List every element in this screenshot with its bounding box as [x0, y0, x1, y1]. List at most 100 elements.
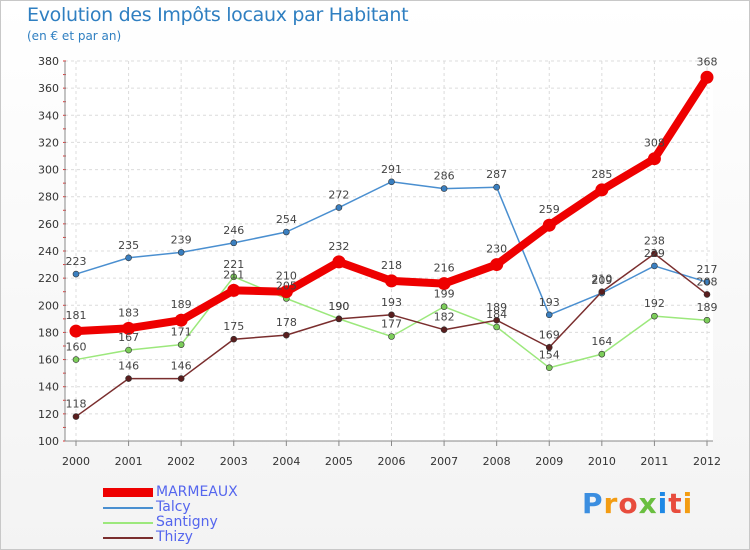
- point-thizy: [283, 331, 290, 339]
- proxiti-logo: Proxiti: [582, 487, 693, 520]
- data-label-talcy: 286: [434, 170, 455, 183]
- point-thizy: [598, 288, 606, 296]
- point-marmeaux: [69, 324, 83, 338]
- y-tick-label: 120: [38, 408, 59, 421]
- point-santigny: [72, 356, 80, 363]
- y-tick-label: 140: [38, 381, 59, 394]
- data-label-santigny: 177: [381, 318, 402, 331]
- data-label-talcy: 217: [697, 263, 718, 276]
- point-talcy: [545, 311, 553, 319]
- point-thizy: [651, 250, 658, 258]
- point-talcy: [283, 228, 290, 236]
- data-label-thizy: 146: [118, 360, 139, 373]
- point-marmeaux: [437, 277, 451, 291]
- point-marmeaux: [174, 313, 188, 327]
- x-tick-label: 2008: [483, 455, 511, 468]
- legend-label-santigny: Santigny: [156, 514, 218, 530]
- y-tick-label: 220: [38, 272, 59, 285]
- point-thizy: [230, 335, 238, 343]
- data-label-marmeaux: 308: [644, 137, 665, 150]
- data-labels: 223 235 239 246 254 272 291 286 287 193 209 229 217 1…: [66, 55, 718, 410]
- point-marmeaux: [647, 152, 661, 166]
- data-label-santigny: 192: [644, 297, 665, 310]
- data-label-marmeaux: 189: [171, 298, 192, 311]
- data-label-marmeaux: 181: [66, 309, 87, 322]
- point-santigny: [651, 312, 658, 320]
- point-thizy: [388, 311, 395, 319]
- point-thizy: [493, 316, 500, 324]
- data-label-marmeaux: 368: [697, 55, 718, 68]
- x-tick-label: 2011: [640, 455, 668, 468]
- data-label-thizy: 175: [223, 320, 244, 333]
- logo-letter: t: [668, 487, 683, 520]
- data-label-marmeaux: 230: [486, 243, 507, 256]
- data-label-marmeaux: 183: [118, 306, 139, 319]
- point-thizy: [177, 375, 185, 382]
- x-tick-label: 2000: [62, 455, 90, 468]
- point-talcy: [493, 183, 500, 191]
- data-label-thizy: 169: [539, 328, 560, 341]
- point-santigny: [703, 316, 711, 324]
- point-santigny: [598, 350, 606, 358]
- point-santigny: [440, 303, 448, 310]
- legend-label-thizy: Thizy: [156, 529, 193, 545]
- x-tick-label: 2004: [272, 455, 300, 468]
- logo-letter: x: [638, 487, 658, 520]
- y-tick-label: 300: [38, 164, 59, 177]
- data-label-thizy: 189: [486, 301, 507, 314]
- data-label-santigny: 154: [539, 349, 560, 362]
- data-label-santigny: 221: [223, 258, 244, 271]
- point-talcy: [440, 185, 448, 192]
- y-tick-label: 160: [38, 354, 59, 367]
- data-label-santigny: 189: [697, 301, 718, 314]
- legend-swatch-thizy: [103, 537, 153, 539]
- series: [69, 70, 714, 420]
- chart-subtitle: (en € et par an): [27, 29, 122, 43]
- x-tick-label: 2005: [325, 455, 353, 468]
- point-santigny: [493, 323, 500, 331]
- legend-swatch-marmeaux: [103, 488, 153, 497]
- data-label-thizy: 118: [66, 398, 87, 411]
- data-label-santigny: 190: [328, 300, 349, 313]
- y-tick-label: 380: [38, 55, 59, 68]
- point-thizy: [545, 344, 553, 351]
- point-marmeaux: [490, 258, 504, 272]
- point-marmeaux: [700, 70, 714, 84]
- y-tick-label: 200: [38, 299, 59, 312]
- point-santigny: [177, 341, 185, 348]
- point-marmeaux: [227, 283, 241, 297]
- point-marmeaux: [542, 218, 556, 232]
- point-santigny: [388, 333, 395, 340]
- point-talcy: [651, 262, 658, 270]
- y-tick-label: 180: [38, 326, 59, 339]
- point-marmeaux: [595, 183, 609, 197]
- point-talcy: [125, 254, 132, 262]
- point-talcy: [72, 270, 80, 278]
- logo-letter: r: [603, 487, 619, 520]
- data-label-talcy: 254: [276, 213, 297, 226]
- data-label-thizy: 178: [276, 316, 297, 329]
- point-marmeaux: [122, 321, 136, 335]
- x-tick-label: 2010: [588, 455, 616, 468]
- data-label-santigny: 171: [171, 326, 192, 339]
- y-tick-label: 260: [38, 218, 59, 231]
- logo-letter: o: [618, 487, 639, 520]
- data-label-talcy: 235: [118, 239, 139, 252]
- data-label-marmeaux: 218: [381, 259, 402, 272]
- data-label-marmeaux: 285: [591, 168, 612, 181]
- axes: 100 120 140 160 180 200 220 240 260 280 300 320 340 3…: [38, 55, 721, 468]
- x-tick-label: 2006: [378, 455, 406, 468]
- y-tick-label: 340: [38, 109, 59, 122]
- data-label-thizy: 190: [328, 300, 349, 313]
- point-talcy: [703, 278, 711, 286]
- point-talcy: [335, 204, 343, 211]
- logo-letter: i: [682, 487, 694, 520]
- x-tick-label: 2002: [167, 455, 195, 468]
- data-label-thizy: 182: [434, 311, 455, 324]
- x-tick-label: 2007: [430, 455, 458, 468]
- data-label-talcy: 193: [539, 296, 560, 309]
- data-label-talcy: 272: [328, 189, 349, 202]
- point-santigny: [125, 346, 132, 354]
- legend-swatch-santigny: [103, 522, 153, 524]
